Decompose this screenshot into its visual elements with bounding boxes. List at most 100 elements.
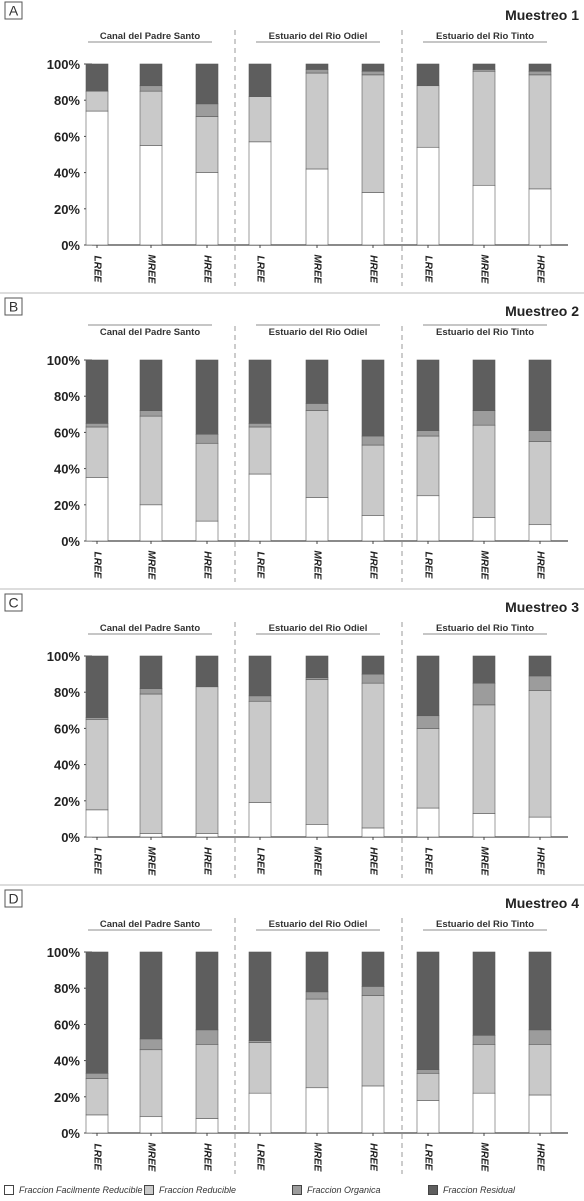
x-tick-label: MREE xyxy=(478,255,489,284)
bar-segment-fraccion-reducible xyxy=(195,442,219,522)
y-tick-label: 100% xyxy=(47,945,81,960)
bar-segment-fraccion-facilmente-reducible xyxy=(472,517,496,542)
bar-segment-fraccion-residual xyxy=(139,951,163,1040)
bar-segment-fraccion-facilmente-reducible xyxy=(416,1100,440,1134)
x-tick-label: LREE xyxy=(254,256,265,283)
bar-segment-fraccion-reducible xyxy=(305,72,329,170)
bar-segment-fraccion-reducible xyxy=(416,435,440,497)
panel-letter-box xyxy=(4,889,23,908)
panel-letter: B xyxy=(9,299,18,315)
y-tick-label: 0% xyxy=(61,1126,80,1141)
x-tick-label: HREE xyxy=(534,1143,545,1171)
y-tick-label: 80% xyxy=(54,685,80,700)
bar-segment-fraccion-reducible xyxy=(528,74,552,190)
bar-segment-fraccion-facilmente-reducible xyxy=(85,110,109,246)
panel-letter-box xyxy=(4,297,23,316)
bar-segment-fraccion-reducible xyxy=(139,1049,163,1118)
x-tick-label: HREE xyxy=(534,551,545,579)
bar-segment-fraccion-organica xyxy=(528,1029,552,1045)
bar-segment-fraccion-reducible xyxy=(139,415,163,506)
bar-segment-fraccion-residual xyxy=(528,63,552,72)
bar-segment-fraccion-reducible xyxy=(472,424,496,518)
bar-segment-fraccion-facilmente-reducible xyxy=(305,824,329,838)
bar-segment-fraccion-reducible xyxy=(472,70,496,186)
bar-segment-fraccion-facilmente-reducible xyxy=(416,807,440,838)
bar-segment-fraccion-reducible xyxy=(139,90,163,146)
bar-segment-fraccion-facilmente-reducible xyxy=(248,473,272,542)
legend-label: Fraccion Reducible xyxy=(159,1185,237,1195)
legend-item: Fraccion Residual xyxy=(428,1183,515,1197)
bar-segment-fraccion-residual xyxy=(361,951,385,987)
bar-segment-fraccion-organica xyxy=(85,423,109,428)
bar-segment-fraccion-reducible xyxy=(361,682,385,829)
bar-segment-fraccion-facilmente-reducible xyxy=(472,813,496,838)
bar-segment-fraccion-facilmente-reducible xyxy=(528,524,552,542)
bar-segment-fraccion-reducible xyxy=(361,444,385,516)
x-tick-label: LREE xyxy=(254,552,265,579)
panel-letter-box xyxy=(4,1,23,20)
bar-segment-fraccion-reducible xyxy=(195,116,219,173)
group-label: Canal del Padre Santo xyxy=(100,327,201,338)
bar-segment-fraccion-facilmente-reducible xyxy=(139,504,163,542)
y-tick-label: 80% xyxy=(54,389,80,404)
bar-segment-fraccion-residual xyxy=(528,655,552,677)
y-tick-label: 40% xyxy=(54,166,80,181)
x-tick-label: LREE xyxy=(422,1144,433,1171)
bar-segment-fraccion-reducible xyxy=(361,995,385,1087)
bar-segment-fraccion-residual xyxy=(195,655,219,688)
bar-segment-fraccion-residual xyxy=(248,63,272,97)
legend-swatch xyxy=(144,1185,154,1195)
legend-label: Fraccion Residual xyxy=(443,1185,516,1195)
x-tick-label: LREE xyxy=(422,256,433,283)
legend-swatch xyxy=(4,1185,14,1195)
group-label: Estuario del Rio Odiel xyxy=(269,31,368,42)
x-tick-label: MREE xyxy=(478,1143,489,1172)
y-tick-label: 100% xyxy=(47,649,81,664)
bar-segment-fraccion-reducible xyxy=(248,700,272,803)
bar-segment-fraccion-reducible xyxy=(248,96,272,143)
legend-item: Fraccion Facilmente Reducible xyxy=(4,1183,143,1197)
bar-segment-fraccion-residual xyxy=(248,951,272,1041)
y-tick-label: 80% xyxy=(54,93,80,108)
panel-letter-box xyxy=(4,593,23,612)
y-tick-label: 0% xyxy=(61,830,80,845)
x-tick-label: MREE xyxy=(145,847,156,876)
x-tick-label: MREE xyxy=(311,847,322,876)
x-tick-label: HREE xyxy=(367,551,378,579)
group-label: Canal del Padre Santo xyxy=(100,623,201,634)
bar-segment-fraccion-facilmente-reducible xyxy=(416,146,440,246)
bar-segment-fraccion-residual xyxy=(472,359,496,411)
x-tick-label: LREE xyxy=(91,848,102,875)
bar-segment-fraccion-reducible xyxy=(416,1072,440,1101)
bar-segment-fraccion-residual xyxy=(85,655,109,718)
bar-segment-fraccion-residual xyxy=(85,951,109,1074)
legend-item: Fraccion Reducible xyxy=(144,1183,236,1197)
bar-segment-fraccion-reducible xyxy=(85,1078,109,1116)
bar-segment-fraccion-residual xyxy=(195,359,219,435)
bar-segment-fraccion-reducible xyxy=(248,426,272,475)
bar-segment-fraccion-reducible xyxy=(305,998,329,1089)
bar-segment-fraccion-residual xyxy=(139,359,163,411)
bar-segment-fraccion-residual xyxy=(305,951,329,993)
x-tick-label: HREE xyxy=(367,255,378,283)
bar-segment-fraccion-residual xyxy=(472,655,496,684)
group-label: Estuario del Rio Tinto xyxy=(436,623,534,634)
bar-segment-fraccion-residual xyxy=(85,63,109,92)
x-tick-label: HREE xyxy=(367,847,378,875)
y-tick-label: 0% xyxy=(61,238,80,253)
bar-segment-fraccion-facilmente-reducible xyxy=(195,833,219,838)
x-tick-label: LREE xyxy=(91,552,102,579)
y-tick-label: 20% xyxy=(54,498,80,513)
bar-segment-fraccion-residual xyxy=(305,359,329,404)
bar-segment-fraccion-organica xyxy=(139,85,163,92)
bar-segment-fraccion-organica xyxy=(361,673,385,684)
bar-segment-fraccion-facilmente-reducible xyxy=(195,1118,219,1134)
y-tick-label: 60% xyxy=(54,721,80,736)
legend-swatch xyxy=(428,1185,438,1195)
bar-segment-fraccion-facilmente-reducible xyxy=(85,477,109,542)
bar-segment-fraccion-residual xyxy=(361,63,385,72)
legend-label: Fraccion Organica xyxy=(307,1185,381,1195)
panel-letter: C xyxy=(8,595,18,611)
bar-segment-fraccion-facilmente-reducible xyxy=(416,495,440,542)
bar-segment-fraccion-reducible xyxy=(472,1044,496,1094)
